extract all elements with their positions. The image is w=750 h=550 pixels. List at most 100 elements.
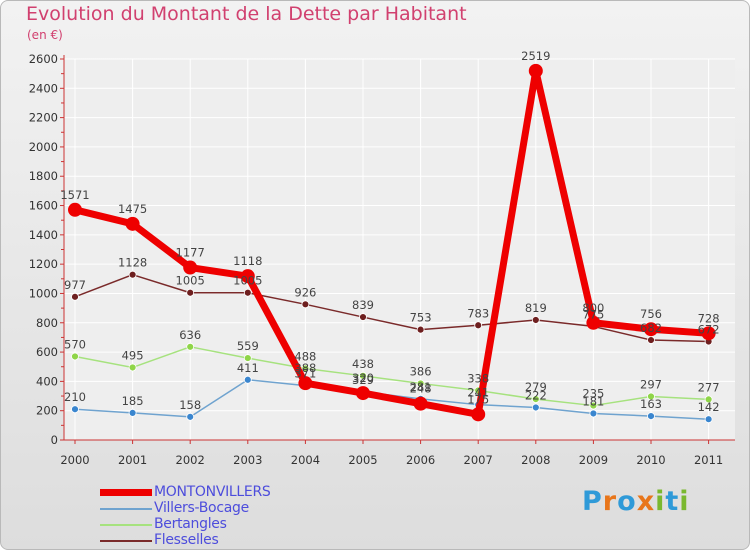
- data-label-flesselles: 1128: [118, 256, 147, 270]
- data-point-montonvillers: [413, 396, 428, 411]
- chart-title: Evolution du Montant de la Dette par Hab…: [26, 3, 467, 25]
- y-tick-label: 400: [36, 374, 58, 388]
- x-tick-label: 2010: [636, 453, 665, 467]
- data-label-montonvillers: 1177: [176, 246, 205, 260]
- data-point-flesselles: [647, 336, 655, 344]
- data-point-villers-bocage: [186, 412, 195, 421]
- data-label-flesselles: 1005: [233, 274, 262, 288]
- data-label-flesselles: 753: [410, 311, 432, 325]
- data-label-bertangles: 488: [294, 349, 316, 363]
- data-point-villers-bocage: [704, 415, 713, 424]
- legend-swatch-flesselles: [100, 540, 152, 542]
- logo-letter: i: [679, 486, 690, 517]
- data-point-montonvillers: [644, 322, 658, 337]
- y-tick-label: 1600: [29, 199, 58, 213]
- data-point-bertangles: [186, 342, 195, 351]
- logo-letter: o: [617, 486, 637, 517]
- data-point-bertangles: [647, 392, 655, 401]
- data-label-flesselles: 672: [698, 323, 720, 337]
- data-point-montonvillers: [240, 269, 255, 284]
- data-label-flesselles: 775: [582, 307, 604, 321]
- data-point-villers-bocage: [647, 412, 655, 421]
- x-tick-label: 2011: [694, 453, 723, 467]
- x-tick-label: 2008: [521, 453, 550, 467]
- data-label-villers-bocage: 158: [179, 398, 201, 412]
- x-tick-label: 2001: [118, 453, 147, 467]
- x-tick-label: 2005: [348, 453, 377, 467]
- data-label-montonvillers: 728: [698, 311, 720, 325]
- data-point-bertangles: [359, 371, 367, 380]
- legend-label-villers-bocage: Villers-Bocage: [154, 500, 249, 516]
- data-label-montonvillers: 320: [352, 371, 374, 385]
- data-label-montonvillers: 388: [294, 361, 316, 375]
- data-point-flesselles: [71, 292, 79, 301]
- data-label-flesselles: 682: [640, 321, 662, 335]
- data-point-bertangles: [243, 354, 252, 362]
- x-tick-label: 2009: [579, 453, 608, 467]
- data-point-montonvillers: [68, 202, 82, 217]
- legend-swatch-montonvillers: [100, 489, 152, 496]
- data-label-flesselles: 977: [64, 278, 86, 292]
- legend-label-flesselles: Flesselles: [154, 532, 219, 548]
- y-tick-label: 2200: [29, 111, 58, 125]
- x-tick-label: 2000: [60, 453, 89, 467]
- data-label-montonvillers: 1118: [233, 254, 262, 268]
- data-label-bertangles: 386: [410, 364, 432, 378]
- data-label-flesselles: 819: [525, 301, 547, 315]
- series-line-bertangles: [74, 346, 710, 407]
- y-tick-label: 1400: [29, 228, 58, 242]
- data-point-villers-bocage: [589, 409, 598, 418]
- data-label-villers-bocage: 329: [352, 373, 374, 387]
- data-label-villers-bocage: 181: [582, 394, 604, 408]
- x-tick-label: 2002: [176, 453, 205, 467]
- data-point-flesselles: [186, 288, 195, 297]
- data-point-montonvillers: [586, 315, 601, 330]
- data-label-montonvillers: 175: [467, 392, 489, 406]
- data-point-flesselles: [531, 316, 540, 324]
- x-tick-label: 2003: [233, 453, 262, 467]
- data-label-flesselles: 839: [352, 298, 374, 312]
- data-label-villers-bocage: 222: [525, 388, 547, 402]
- data-point-montonvillers: [471, 407, 486, 422]
- data-point-montonvillers: [298, 376, 313, 391]
- data-point-bertangles: [416, 379, 425, 388]
- legend-label-bertangles: Bertangles: [154, 516, 227, 532]
- data-label-montonvillers: 1475: [118, 202, 147, 216]
- logo-letter: i: [655, 486, 666, 517]
- data-label-bertangles: 636: [179, 328, 201, 342]
- data-label-villers-bocage: 142: [698, 400, 720, 414]
- data-point-bertangles: [589, 401, 598, 410]
- data-label-montonvillers: 756: [640, 307, 662, 321]
- data-point-montonvillers: [356, 386, 370, 401]
- series-line-flesselles: [74, 273, 710, 343]
- data-point-flesselles: [301, 300, 310, 309]
- y-tick-label: 600: [36, 345, 58, 359]
- data-point-montonvillers: [701, 326, 716, 341]
- data-label-bertangles: 297: [640, 377, 662, 391]
- data-point-flesselles: [359, 313, 367, 321]
- data-point-villers-bocage: [71, 405, 79, 414]
- data-point-bertangles: [704, 395, 713, 404]
- data-label-villers-bocage: 163: [640, 397, 662, 411]
- data-label-bertangles: 338: [467, 371, 489, 385]
- data-point-montonvillers: [528, 63, 543, 78]
- logo-letter: x: [636, 486, 656, 517]
- logo-letter: r: [602, 486, 618, 517]
- data-point-bertangles: [71, 352, 79, 361]
- data-label-montonvillers: 1571: [60, 188, 89, 202]
- legend-swatch-villers-bocage: [100, 508, 152, 510]
- y-tick-label: 0: [51, 433, 58, 447]
- logo-letter: P: [582, 486, 603, 517]
- y-tick-label: 1000: [29, 286, 58, 300]
- legend-swatch-bertangles: [100, 524, 152, 526]
- data-point-flesselles: [128, 270, 137, 279]
- proxiti-logo: Proxiti: [582, 486, 690, 517]
- x-tick-label: 2004: [291, 453, 320, 467]
- data-point-bertangles: [128, 363, 137, 372]
- plot-area: [64, 59, 735, 440]
- y-tick-label: 2400: [29, 81, 58, 95]
- data-label-bertangles: 559: [237, 339, 259, 353]
- data-point-villers-bocage: [128, 408, 137, 417]
- y-tick-label: 2000: [29, 140, 58, 154]
